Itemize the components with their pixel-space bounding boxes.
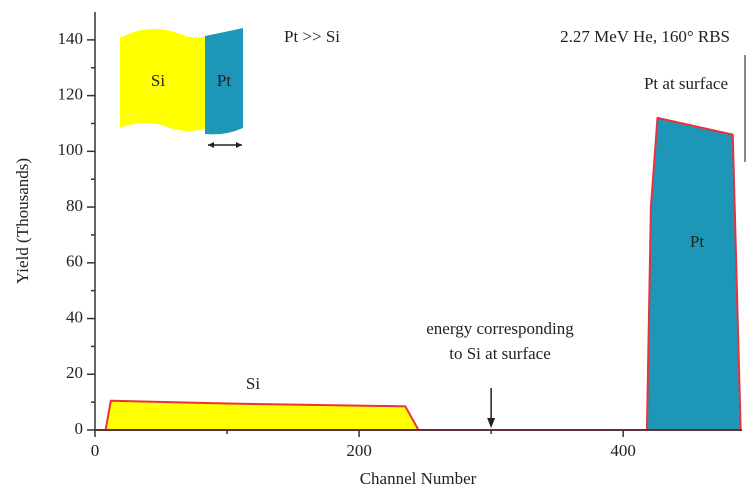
inset-label: Si bbox=[151, 71, 165, 90]
annotation: Pt >> Si bbox=[284, 27, 340, 46]
annotation: to Si at surface bbox=[449, 344, 551, 363]
y-tick-label: 140 bbox=[58, 29, 84, 48]
y-axis-label: Yield (Thousands) bbox=[13, 158, 32, 284]
y-tick-label: 80 bbox=[66, 196, 83, 215]
x-tick-label: 0 bbox=[91, 441, 100, 460]
inset-label: Pt bbox=[217, 71, 231, 90]
annotation: 2.27 MeV He, 160° RBS bbox=[560, 27, 730, 46]
y-tick-label: 0 bbox=[75, 419, 84, 438]
annotation-arrow-head bbox=[487, 418, 496, 428]
y-tick-label: 40 bbox=[66, 307, 83, 326]
x-tick-label: 400 bbox=[610, 441, 636, 460]
y-tick-label: 100 bbox=[58, 140, 84, 159]
inset-si-layer bbox=[120, 28, 207, 131]
annotation: energy corresponding bbox=[426, 319, 574, 338]
inset-pt-layer bbox=[205, 28, 243, 135]
y-tick-label: 120 bbox=[58, 85, 84, 104]
x-axis-label: Channel Number bbox=[360, 469, 477, 488]
series-label: Si bbox=[246, 374, 260, 393]
annotation: Pt at surface bbox=[644, 74, 728, 93]
area bbox=[104, 399, 420, 431]
area bbox=[645, 116, 742, 431]
y-tick-label: 60 bbox=[66, 252, 83, 271]
series-label: Pt bbox=[690, 232, 704, 251]
y-tick-label: 20 bbox=[66, 363, 83, 382]
x-tick-label: 200 bbox=[346, 441, 372, 460]
